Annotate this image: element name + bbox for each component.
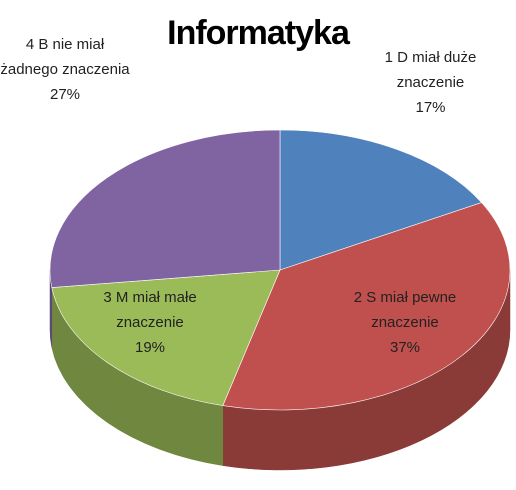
category-label: 2 S miał pewne znaczenie [353, 289, 457, 331]
category-label: 1 D miał duże znaczenie [384, 49, 477, 91]
value-label: 37% [389, 339, 421, 356]
category-label: 4 B nie miał żadnego znaczenia [0, 36, 130, 78]
pie-slice [51, 269, 281, 406]
value-label: 19% [134, 339, 166, 356]
pie-slice [222, 202, 511, 411]
category-label: 3 M miał małe znaczenie [103, 289, 197, 331]
data-label: 1 D miał duże znaczenie 17% [378, 45, 483, 120]
value-label: 17% [415, 99, 446, 116]
value-label: 27% [49, 86, 81, 103]
pie-slice [49, 129, 281, 288]
chart-title: Informatyka [167, 14, 350, 52]
data-label: 3 M miał małe znaczenie 19% [95, 285, 205, 360]
data-label: 2 S miał pewne znaczenie 37% [350, 285, 460, 360]
pie-slice [279, 129, 483, 271]
data-label: 4 B nie miał żadnego znaczenia 27% [0, 32, 130, 107]
